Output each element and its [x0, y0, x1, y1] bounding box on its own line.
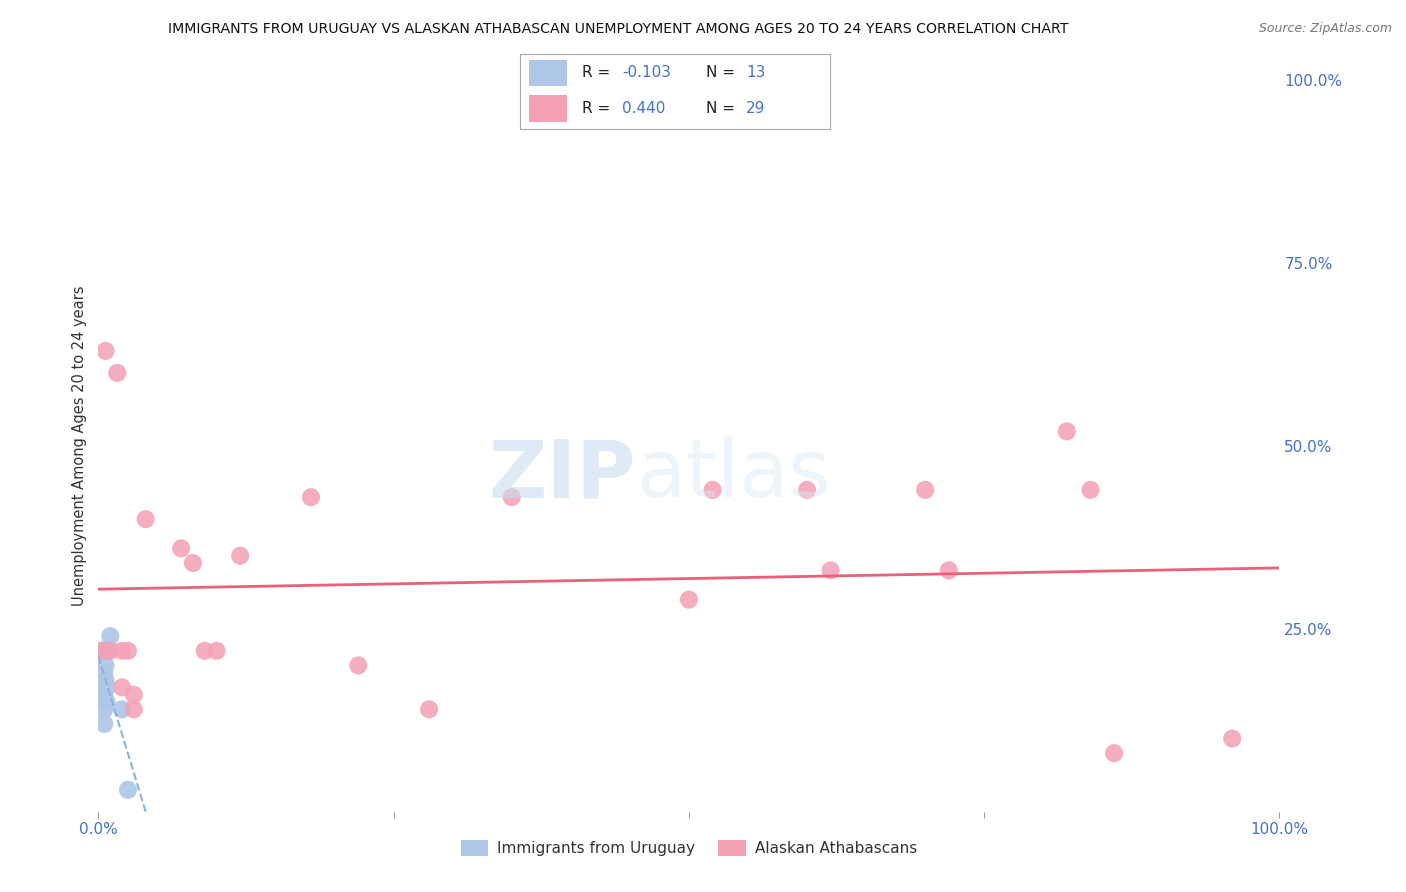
Point — [229, 549, 252, 563]
Text: Source: ZipAtlas.com: Source: ZipAtlas.com — [1258, 22, 1392, 36]
Point — [96, 681, 118, 695]
Point — [117, 644, 139, 658]
Point — [1056, 425, 1078, 439]
Point — [91, 644, 114, 658]
Point — [94, 343, 117, 358]
Text: R =: R = — [582, 65, 616, 80]
Point — [97, 644, 120, 658]
Point — [93, 665, 115, 680]
Text: N =: N = — [706, 65, 740, 80]
Text: 0.440: 0.440 — [623, 101, 665, 116]
Point — [678, 592, 700, 607]
Point — [117, 782, 139, 797]
Point — [96, 695, 118, 709]
Point — [93, 688, 115, 702]
Point — [98, 644, 121, 658]
Point — [91, 644, 114, 658]
Point — [1080, 483, 1102, 497]
Point — [796, 483, 818, 497]
Point — [914, 483, 936, 497]
Point — [111, 702, 134, 716]
Point — [820, 563, 842, 577]
Point — [93, 717, 115, 731]
Text: IMMIGRANTS FROM URUGUAY VS ALASKAN ATHABASCAN UNEMPLOYMENT AMONG AGES 20 TO 24 Y: IMMIGRANTS FROM URUGUAY VS ALASKAN ATHAB… — [169, 22, 1069, 37]
Point — [347, 658, 370, 673]
Text: 13: 13 — [747, 65, 765, 80]
Point — [122, 688, 145, 702]
Text: N =: N = — [706, 101, 740, 116]
Text: atlas: atlas — [636, 436, 830, 515]
Point — [135, 512, 157, 526]
Point — [105, 366, 128, 380]
Point — [1102, 746, 1125, 760]
Point — [418, 702, 440, 716]
Point — [94, 658, 117, 673]
Point — [111, 681, 134, 695]
Text: R =: R = — [582, 101, 616, 116]
Point — [94, 673, 117, 687]
Point — [181, 556, 204, 570]
Point — [702, 483, 724, 497]
FancyBboxPatch shape — [530, 95, 567, 122]
Point — [170, 541, 193, 556]
FancyBboxPatch shape — [530, 60, 567, 87]
Y-axis label: Unemployment Among Ages 20 to 24 years: Unemployment Among Ages 20 to 24 years — [72, 285, 87, 607]
Legend: Immigrants from Uruguay, Alaskan Athabascans: Immigrants from Uruguay, Alaskan Athabas… — [454, 834, 924, 863]
Point — [205, 644, 228, 658]
Text: ZIP: ZIP — [488, 436, 636, 515]
Point — [93, 702, 115, 716]
Text: 29: 29 — [747, 101, 765, 116]
Point — [194, 644, 217, 658]
Point — [98, 629, 121, 643]
Point — [1220, 731, 1243, 746]
Point — [501, 490, 523, 504]
Point — [299, 490, 322, 504]
Point — [938, 563, 960, 577]
Text: -0.103: -0.103 — [623, 65, 671, 80]
Point — [122, 702, 145, 716]
Point — [111, 644, 134, 658]
